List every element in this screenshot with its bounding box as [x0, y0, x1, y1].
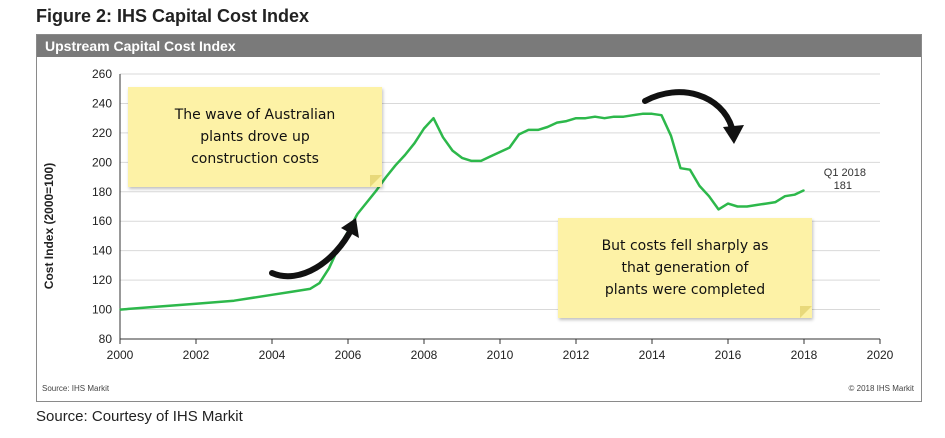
endpoint-label-value: 181: [834, 180, 852, 192]
x-tick-label: 2016: [715, 348, 742, 362]
data-point: [385, 176, 387, 178]
data-point: [394, 164, 397, 167]
y-tick-label: 100: [92, 303, 112, 317]
y-tick-label: 80: [99, 332, 113, 346]
data-point: [499, 151, 501, 153]
arrow-up-icon: [269, 218, 359, 280]
data-point: [641, 112, 644, 115]
inner-source: Source: IHS Markit: [42, 384, 110, 393]
data-point: [793, 193, 796, 196]
data-point: [594, 115, 596, 118]
y-tick-label: 120: [92, 273, 112, 287]
data-point: [518, 133, 520, 136]
data-point: [784, 195, 786, 197]
data-points: [119, 112, 805, 311]
x-tick-label: 2020: [867, 348, 894, 362]
data-point: [195, 302, 197, 305]
data-point: [366, 201, 368, 203]
data-point: [765, 202, 767, 205]
x-tick-label: 2004: [259, 348, 286, 362]
data-point: [698, 185, 701, 187]
data-point: [432, 117, 435, 119]
data-point: [584, 117, 587, 119]
data-point: [679, 167, 682, 170]
data-point: [622, 115, 625, 118]
data-point: [356, 213, 359, 215]
axes: [119, 74, 881, 344]
data-point: [708, 195, 710, 197]
x-tick-label: 2002: [183, 348, 210, 362]
data-point: [451, 149, 454, 152]
data-point: [489, 155, 492, 158]
data-point: [660, 114, 663, 117]
note-right-text: But costs fell sharply as that generatio…: [601, 238, 769, 298]
data-point: [755, 204, 758, 206]
annotation-note-right: But costs fell sharply as that generatio…: [558, 218, 812, 318]
data-point: [651, 112, 653, 115]
y-tick-label: 240: [92, 96, 112, 110]
data-point: [803, 189, 805, 192]
data-point: [546, 126, 549, 128]
x-tick-label: 2006: [335, 348, 362, 362]
y-tick-label: 140: [92, 244, 112, 258]
x-tick-label: 2000: [107, 348, 134, 362]
y-tick-labels: 80 100 120 140 160 180 200 220 240 260: [92, 67, 112, 346]
x-tick-label: 2010: [487, 348, 514, 362]
x-tick-label: 2018: [791, 348, 818, 362]
data-point: [328, 267, 330, 270]
data-point: [271, 294, 273, 296]
data-point: [442, 136, 444, 139]
note-fold: [800, 306, 812, 318]
y-tick-label: 180: [92, 185, 112, 199]
panel-title: Upstream Capital Cost Index: [37, 35, 921, 57]
note-left-text: The wave of Australian plants drove up c…: [174, 107, 336, 167]
data-point: [565, 120, 568, 122]
data-point: [603, 117, 606, 119]
x-tick-label: 2012: [563, 348, 590, 362]
data-point: [508, 146, 511, 149]
data-point: [736, 205, 739, 208]
source-caption: Source: Courtesy of IHS Markit: [36, 408, 243, 425]
data-point: [727, 202, 729, 205]
data-point: [689, 168, 691, 171]
data-point: [233, 299, 235, 302]
data-point: [119, 308, 121, 311]
data-point: [480, 160, 482, 162]
data-point: [575, 117, 577, 119]
data-point: [470, 160, 473, 162]
data-point: [527, 129, 530, 131]
y-tick-label: 220: [92, 126, 112, 140]
data-point: [404, 154, 406, 156]
data-point: [461, 157, 463, 159]
copyright: © 2018 IHS Markit: [849, 384, 915, 393]
data-point: [717, 208, 720, 211]
figure-title: Figure 2: IHS Capital Cost Index: [36, 6, 310, 26]
data-point: [746, 205, 748, 208]
note-fold: [370, 175, 382, 187]
y-tick-label: 200: [92, 155, 112, 169]
y-axis-label: Cost Index (2000=100): [42, 163, 56, 289]
data-point: [375, 189, 378, 192]
data-point: [413, 142, 416, 144]
data-point: [537, 129, 539, 131]
data-point: [613, 115, 615, 118]
endpoint-label-quarter: Q1 2018: [824, 167, 866, 179]
data-point: [318, 282, 321, 284]
data-point: [309, 288, 311, 290]
data-point: [290, 291, 292, 293]
data-point: [670, 135, 672, 137]
arrow-down-icon: [642, 89, 744, 144]
x-tick-label: 2008: [411, 348, 438, 362]
y-tick-label: 160: [92, 214, 112, 228]
y-tick-label: 260: [92, 67, 112, 81]
data-point: [423, 127, 425, 130]
data-point: [774, 201, 777, 203]
x-tick-label: 2014: [639, 348, 666, 362]
annotation-note-left: The wave of Australian plants drove up c…: [128, 87, 382, 187]
data-point: [556, 121, 558, 124]
data-point: [157, 305, 159, 308]
x-tick-labels: 2000 2002 2004 2006 2008 2010 2012 2014 2016 2018…: [107, 348, 894, 362]
data-point: [632, 114, 634, 117]
